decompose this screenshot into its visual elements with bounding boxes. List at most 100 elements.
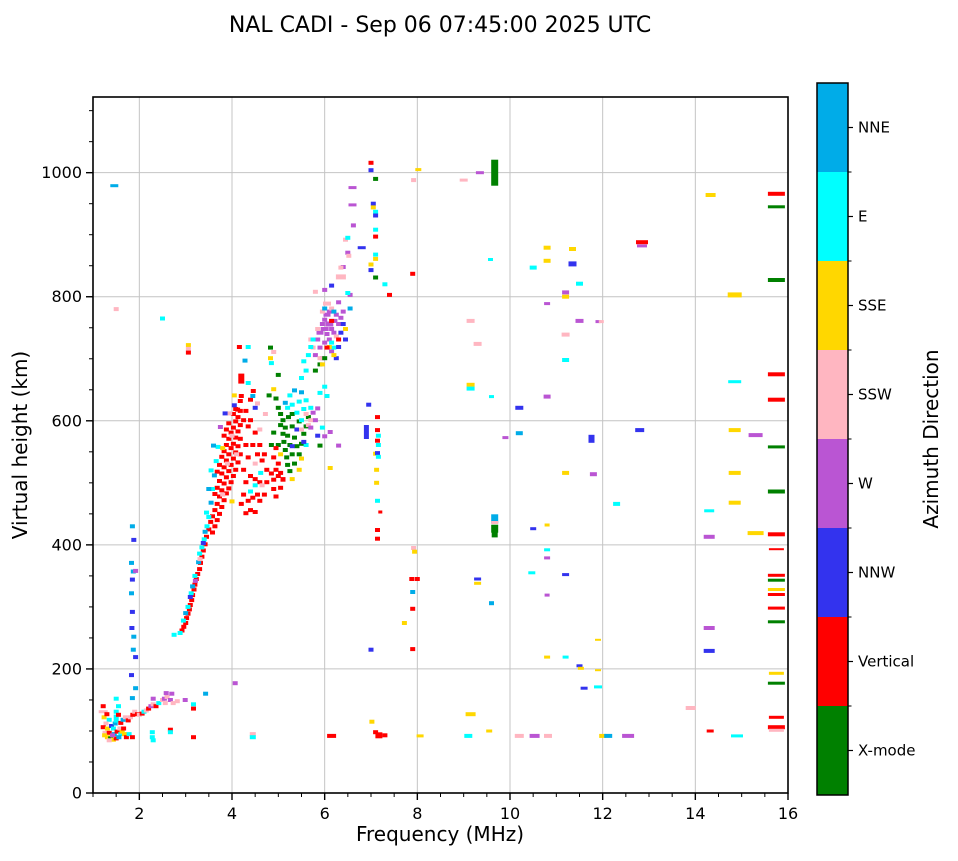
echo-point [327, 466, 333, 470]
echo-point [208, 500, 214, 505]
echo-point [705, 193, 716, 197]
echo-point [368, 647, 374, 652]
echo-point [373, 234, 379, 239]
x-tick-label: 14 [685, 804, 705, 823]
echo-point [375, 415, 380, 420]
echo-point [264, 467, 270, 472]
echo-point [189, 598, 195, 603]
echo-point [150, 696, 156, 701]
echo-point [282, 448, 288, 452]
echo-point [242, 358, 248, 363]
echo-point [113, 736, 119, 741]
echo-point [221, 465, 227, 470]
echo-point [181, 624, 187, 629]
echo-point [703, 626, 715, 630]
echo-point [188, 591, 194, 596]
echo-point [767, 588, 785, 591]
echo-point [169, 691, 175, 696]
echo-point [387, 292, 392, 297]
echo-point [257, 427, 263, 432]
echo-point [336, 345, 342, 349]
echo-point [301, 407, 307, 411]
echo-point [212, 524, 218, 529]
echo-point [284, 455, 290, 460]
echo-point [728, 380, 742, 384]
echo-point [184, 616, 190, 621]
colorbar-segment-sse [817, 261, 848, 350]
echo-point [374, 467, 380, 472]
echo-point [767, 445, 785, 449]
echo-point [191, 735, 196, 740]
echo-point [231, 403, 237, 408]
echo-point [335, 274, 346, 280]
echo-point [191, 587, 197, 592]
echo-point [315, 327, 321, 331]
echo-point [180, 618, 186, 623]
echo-point [101, 715, 107, 720]
echo-point [219, 471, 225, 476]
echo-point [636, 240, 648, 245]
echo-point [299, 456, 304, 461]
echo-point [228, 430, 234, 435]
echo-point [119, 729, 125, 734]
colorbar-segment-nne [817, 83, 848, 172]
echo-point [230, 441, 236, 446]
echo-point [167, 727, 173, 732]
echo-point [580, 686, 588, 690]
echo-point [257, 443, 263, 447]
echo-point [544, 556, 551, 560]
echo-point [215, 444, 221, 449]
echo-point [489, 601, 494, 606]
echo-point [543, 245, 551, 250]
echo-point [259, 483, 265, 488]
echo-point [315, 433, 321, 438]
echo-point [271, 455, 277, 460]
echo-point [343, 337, 348, 342]
echo-point [415, 168, 422, 172]
echo-point [252, 477, 258, 482]
echo-point [303, 443, 309, 447]
echo-point [201, 537, 207, 542]
echo-point [122, 715, 128, 720]
echo-point [728, 428, 741, 433]
echo-point [326, 309, 332, 314]
echo-point [191, 702, 196, 707]
echo-point [171, 632, 177, 637]
echo-point [228, 446, 234, 451]
echo-point [106, 717, 112, 722]
chart-title: NAL CADI - Sep 06 07:45:00 2025 UTC [229, 13, 651, 38]
echo-point [275, 405, 281, 410]
echo-point [299, 390, 304, 395]
echo-point [322, 340, 328, 345]
echo-point [316, 330, 324, 335]
colorbar-segment-ssw [817, 350, 848, 439]
echo-point [156, 701, 162, 706]
echo-point [102, 733, 108, 738]
echo-point [182, 698, 188, 702]
echo-point [491, 532, 498, 538]
echo-point [233, 435, 239, 440]
echo-point [245, 498, 251, 503]
echo-point [329, 327, 335, 331]
echo-point [149, 730, 155, 735]
echo-point [280, 477, 286, 482]
echo-point [409, 577, 415, 581]
echo-point [767, 606, 785, 610]
echo-point [410, 590, 416, 594]
echo-point [382, 733, 388, 738]
echo-point [325, 321, 334, 327]
y-tick-label: 1000 [41, 163, 82, 182]
echo-point [229, 499, 235, 504]
echo-point [231, 393, 237, 398]
echo-point [120, 717, 126, 722]
echo-point [237, 436, 243, 441]
echo-point [255, 492, 260, 497]
x-axis-label: Frequency (MHz) [356, 822, 524, 846]
echo-point [208, 519, 214, 524]
echo-point [767, 397, 785, 402]
echo-point [350, 223, 356, 228]
colorbar-segment-e [817, 172, 848, 261]
echo-point [121, 726, 127, 731]
x-tick-label: 16 [778, 804, 798, 823]
